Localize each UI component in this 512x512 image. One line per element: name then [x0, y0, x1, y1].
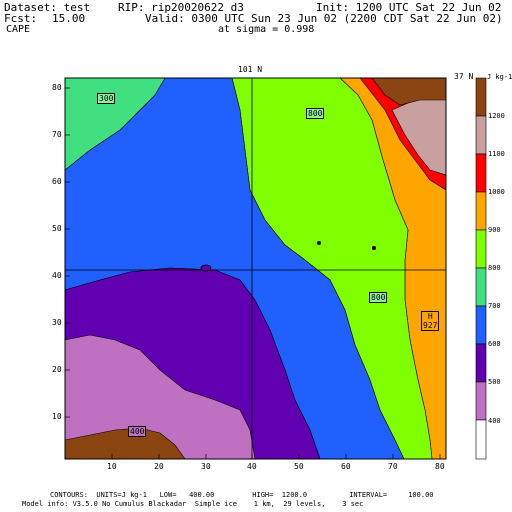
colorbar-level: 700 [488, 302, 501, 310]
contour-label: 800 [306, 108, 325, 119]
dataset-label: Dataset: test [4, 1, 91, 14]
y-tick: 60 [52, 177, 62, 186]
region-700-topleft [65, 78, 166, 171]
init-label: Init: 1200 UTC Sat 22 Jun 02 [316, 1, 502, 14]
colorbar-level: 900 [488, 226, 501, 234]
y-tick: 20 [52, 365, 62, 374]
model-info: Model info: V3.5.0 No Cumulus Blackadar … [22, 500, 364, 508]
y-tick: 70 [52, 130, 62, 139]
rip-label: RIP: rip20020622 d3 [118, 1, 244, 14]
x-tick: 40 [247, 462, 257, 471]
cross-label-right: 37 N [454, 72, 474, 81]
x-tick: 30 [201, 462, 211, 471]
region-1200 [371, 78, 446, 106]
fcst-label: Fcst: [4, 12, 38, 25]
y-tick: 50 [52, 224, 62, 233]
colorbar-level: 500 [488, 378, 501, 386]
high-marker: H 927 [421, 311, 440, 331]
point-marker [200, 264, 212, 272]
colorbar-unit: J kg-1 [487, 73, 512, 81]
high-marker-value: 927 [423, 321, 438, 330]
x-tick: 70 [388, 462, 398, 471]
valid-label: Valid: 0300 UTC Sun 23 Jun 02 (2200 CDT … [145, 12, 503, 25]
colorbar-level: 800 [488, 264, 501, 272]
cross-label-top: 101 N [238, 65, 263, 74]
fcst-value: 15.00 [52, 12, 86, 25]
colorbar-level: 400 [488, 417, 501, 425]
colorbar-level: 600 [488, 340, 501, 348]
y-tick: 30 [52, 318, 62, 327]
contour-label: 800 [369, 292, 388, 303]
field-name: CAPE [6, 24, 31, 35]
sigma-label: at sigma = 0.998 [218, 24, 315, 35]
dot-marker [372, 246, 376, 250]
y-tick: 80 [52, 83, 62, 92]
contour-label: 300 [97, 93, 116, 104]
plot-frame [64, 77, 447, 460]
high-marker-letter: H [427, 312, 433, 321]
colorbar-level: 1100 [488, 150, 505, 158]
x-tick: 60 [341, 462, 351, 471]
contours-info: CONTOURS: UNITS=J kg-1 LOW= 400.00 HIGH=… [50, 491, 434, 499]
dot-marker [317, 241, 321, 245]
colorbar-level: 1200 [488, 112, 505, 120]
x-tick: 80 [435, 462, 445, 471]
x-tick: 50 [294, 462, 304, 471]
region-400-500 [65, 334, 256, 459]
x-tick: 10 [107, 462, 117, 471]
y-tick: 10 [52, 412, 62, 421]
colorbar [475, 77, 487, 460]
y-tick: 40 [52, 271, 62, 280]
x-tick: 20 [154, 462, 164, 471]
region-below-400 [65, 427, 186, 459]
colorbar-level: 1000 [488, 188, 505, 196]
contour-label: 400 [128, 426, 147, 437]
